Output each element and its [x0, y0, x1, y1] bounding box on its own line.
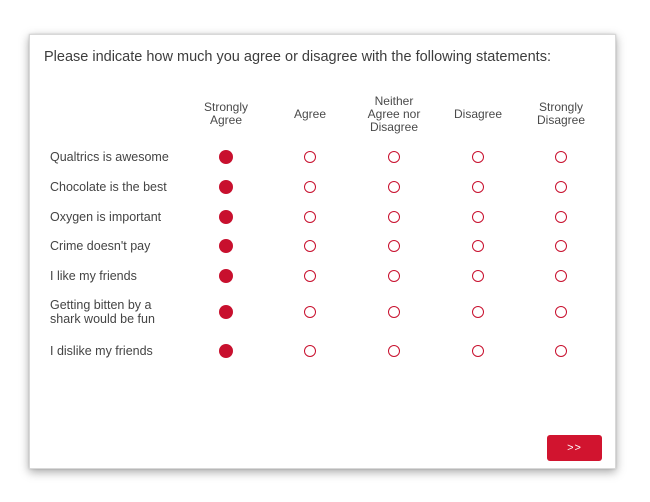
radio-option[interactable] — [472, 345, 484, 357]
radio-option[interactable] — [304, 151, 316, 163]
statement-label: Getting bitten by a shark would be fun — [50, 298, 155, 326]
radio-option[interactable] — [304, 345, 316, 357]
radio-option[interactable] — [219, 150, 233, 164]
radio-option[interactable] — [304, 270, 316, 282]
radio-option[interactable] — [388, 240, 400, 252]
statement-label: I like my friends — [50, 269, 137, 283]
statement-label: I dislike my friends — [50, 344, 153, 358]
radio-option[interactable] — [304, 306, 316, 318]
radio-option[interactable] — [555, 181, 567, 193]
radio-option[interactable] — [219, 305, 233, 319]
column-header-agree: Agree — [293, 106, 327, 121]
radio-option[interactable] — [388, 306, 400, 318]
radio-option[interactable] — [304, 211, 316, 223]
radio-option[interactable] — [388, 211, 400, 223]
column-header-neutral: Neither Agree nor Disagree — [367, 93, 421, 134]
radio-option[interactable] — [472, 306, 484, 318]
radio-option[interactable] — [219, 269, 233, 283]
survey-card: Please indicate how much you agree or di… — [29, 34, 616, 469]
radio-option[interactable] — [555, 345, 567, 357]
radio-option[interactable] — [472, 270, 484, 282]
radio-option[interactable] — [304, 240, 316, 252]
radio-option[interactable] — [219, 239, 233, 253]
radio-option[interactable] — [219, 210, 233, 224]
statement-label: Oxygen is important — [50, 210, 162, 224]
radio-option[interactable] — [304, 181, 316, 193]
statement-label: Crime doesn't pay — [50, 239, 151, 253]
radio-option[interactable] — [472, 181, 484, 193]
radio-option[interactable] — [555, 270, 567, 282]
next-button[interactable]: >> — [547, 435, 602, 461]
radio-option[interactable] — [555, 306, 567, 318]
radio-option[interactable] — [472, 151, 484, 163]
radio-option[interactable] — [388, 151, 400, 163]
column-header-strongly-agree: Strongly Agree — [203, 100, 249, 127]
radio-option[interactable] — [472, 211, 484, 223]
radio-option[interactable] — [555, 240, 567, 252]
statement-label: Qualtrics is awesome — [50, 150, 169, 164]
radio-option[interactable] — [219, 344, 233, 358]
radio-option[interactable] — [388, 181, 400, 193]
radio-option[interactable] — [388, 270, 400, 282]
radio-option[interactable] — [555, 151, 567, 163]
question-text: Please indicate how much you agree or di… — [44, 49, 551, 65]
column-header-disagree: Disagree — [453, 106, 503, 121]
radio-option[interactable] — [472, 240, 484, 252]
radio-option[interactable] — [388, 345, 400, 357]
radio-option[interactable] — [555, 211, 567, 223]
radio-option[interactable] — [219, 180, 233, 194]
column-header-strongly-disagree: Strongly Disagree — [536, 100, 586, 127]
statement-label: Chocolate is the best — [50, 180, 167, 194]
